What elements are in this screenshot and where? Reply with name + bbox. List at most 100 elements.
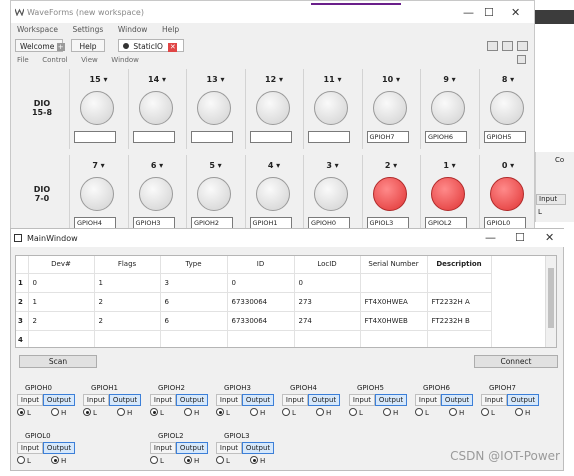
high-radio[interactable]: H: [51, 408, 66, 417]
input-button[interactable]: Input: [481, 394, 507, 406]
low-radio[interactable]: L: [481, 408, 495, 417]
pin-number[interactable]: 3 ▾: [326, 161, 339, 170]
pin-number[interactable]: 5 ▾: [209, 161, 222, 170]
radio-icon[interactable]: [383, 408, 391, 416]
table-row[interactable]: 2 1 2 6 67330064 273 FT4X0HWEA FT2232H A: [16, 292, 492, 312]
list-icon[interactable]: [502, 41, 513, 51]
output-button[interactable]: Output: [176, 442, 208, 454]
minimize-icon[interactable]: —: [463, 6, 474, 19]
output-button[interactable]: Output: [242, 394, 274, 406]
tab-staticio[interactable]: StaticIO ✕: [118, 39, 184, 52]
tab-help[interactable]: Help: [71, 39, 105, 52]
low-radio[interactable]: L: [216, 456, 230, 465]
col-header-description[interactable]: Description: [427, 256, 492, 274]
submenu-view[interactable]: View: [81, 56, 98, 64]
table-row[interactable]: 4: [16, 330, 492, 347]
table-cell[interactable]: FT4X0HWEB: [360, 311, 428, 331]
input-button[interactable]: Input: [349, 394, 375, 406]
close-icon[interactable]: ✕: [545, 231, 555, 244]
radio-icon[interactable]: [216, 456, 224, 464]
table-cell[interactable]: 1: [94, 273, 161, 293]
table-cell[interactable]: [427, 330, 492, 347]
output-button[interactable]: Output: [43, 442, 75, 454]
radio-icon[interactable]: [51, 408, 59, 416]
pin-number[interactable]: 1 ▾: [443, 161, 456, 170]
table-row[interactable]: 3 2 2 6 67330064 274 FT4X0HWEB FT2232H B: [16, 311, 492, 331]
pin-number[interactable]: 4 ▾: [267, 161, 281, 170]
low-radio[interactable]: L: [150, 456, 164, 465]
table-cell[interactable]: 2: [94, 292, 161, 312]
pin-led-off[interactable]: [197, 91, 231, 125]
table-cell[interactable]: FT4X0HWEA: [360, 292, 428, 312]
table-cell[interactable]: [360, 330, 428, 347]
panel-icon[interactable]: [517, 55, 526, 64]
output-button[interactable]: Output: [176, 394, 208, 406]
radio-icon[interactable]: [51, 456, 59, 464]
table-cell[interactable]: 0: [227, 273, 295, 293]
table-cell[interactable]: [94, 330, 161, 347]
pin-number[interactable]: 0 ▾: [501, 161, 515, 170]
radio-icon[interactable]: [250, 408, 258, 416]
table-cell[interactable]: [227, 330, 295, 347]
submenu-file[interactable]: File: [17, 56, 29, 64]
low-radio[interactable]: L: [349, 408, 363, 417]
pin-number[interactable]: 7 ▾: [92, 161, 105, 170]
pin-led-off[interactable]: [138, 91, 173, 125]
maximize-icon[interactable]: ☐: [515, 231, 525, 244]
output-button[interactable]: Output: [375, 394, 407, 406]
high-radio[interactable]: H: [250, 456, 265, 465]
high-radio[interactable]: H: [184, 408, 199, 417]
table-cell[interactable]: FT2232H B: [427, 311, 492, 331]
table-cell[interactable]: [28, 330, 95, 347]
pin-number[interactable]: 13 ▾: [206, 75, 225, 84]
menu-window[interactable]: Window: [117, 25, 148, 34]
table-cell[interactable]: 3: [160, 273, 228, 293]
low-radio[interactable]: L: [415, 408, 429, 417]
radio-icon[interactable]: [449, 408, 457, 416]
input-button[interactable]: Input: [17, 442, 43, 454]
connect-button[interactable]: Connect: [474, 355, 558, 368]
submenu-control[interactable]: Control: [42, 56, 68, 64]
table-cell[interactable]: [427, 273, 492, 293]
layout-icon[interactable]: [487, 41, 498, 51]
pin-led-off[interactable]: [431, 91, 465, 125]
maximize-icon[interactable]: ☐: [484, 6, 494, 19]
low-radio[interactable]: L: [83, 408, 97, 417]
pin-led-on[interactable]: [431, 177, 465, 211]
output-button[interactable]: Output: [242, 442, 274, 454]
pin-led-off[interactable]: [80, 91, 114, 125]
radio-icon[interactable]: [481, 408, 489, 416]
table-scrollbar[interactable]: [545, 256, 556, 347]
tab-welcome[interactable]: Welcome +: [15, 39, 65, 52]
table-cell[interactable]: 6: [160, 311, 228, 331]
pin-led-off[interactable]: [372, 91, 407, 125]
pin-number[interactable]: 8 ▾: [501, 75, 515, 84]
row-header[interactable]: 1: [16, 273, 29, 293]
minimize-icon[interactable]: —: [485, 231, 496, 244]
radio-icon[interactable]: [150, 408, 158, 416]
table-cell[interactable]: 0: [28, 273, 95, 293]
high-radio[interactable]: H: [184, 456, 199, 465]
row-header[interactable]: 2: [16, 292, 29, 312]
col-header-serial[interactable]: Serial Number: [360, 256, 428, 274]
pin-number[interactable]: 15 ▾: [89, 75, 108, 84]
input-button[interactable]: Input: [415, 394, 441, 406]
radio-icon[interactable]: [282, 408, 290, 416]
col-header-locid[interactable]: LocID: [294, 256, 361, 274]
dock-icon[interactable]: [517, 41, 528, 51]
input-button[interactable]: Input: [216, 442, 242, 454]
pin-name-field[interactable]: [74, 131, 116, 143]
radio-icon[interactable]: [316, 408, 324, 416]
radio-icon[interactable]: [515, 408, 523, 416]
radio-icon[interactable]: [184, 456, 192, 464]
output-button[interactable]: Output: [109, 394, 141, 406]
table-cell[interactable]: [294, 330, 361, 347]
pin-led-off[interactable]: [314, 177, 348, 211]
table-cell[interactable]: 1: [28, 292, 95, 312]
table-cell[interactable]: 67330064: [227, 292, 295, 312]
high-radio[interactable]: H: [117, 408, 132, 417]
input-button[interactable]: Input: [150, 394, 176, 406]
input-button[interactable]: Input: [17, 394, 43, 406]
low-radio[interactable]: L: [150, 408, 164, 417]
